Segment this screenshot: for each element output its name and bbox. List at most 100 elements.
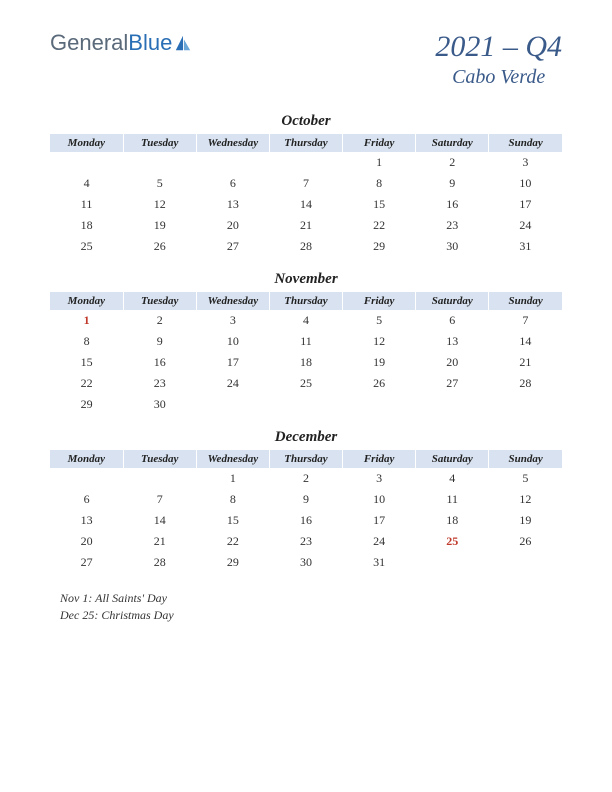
table-row: 18192021222324 [50, 215, 562, 236]
logo: GeneralBlue [50, 30, 192, 56]
day-cell: 13 [50, 510, 123, 531]
day-header: Thursday [269, 292, 342, 310]
day-cell [123, 152, 196, 173]
day-cell: 3 [196, 310, 269, 331]
day-cell: 8 [343, 173, 416, 194]
day-header: Friday [343, 134, 416, 152]
day-cell: 14 [489, 331, 562, 352]
day-cell: 12 [489, 489, 562, 510]
day-cell: 4 [269, 310, 342, 331]
day-cell: 5 [343, 310, 416, 331]
month-name: October [50, 113, 562, 130]
day-cell: 5 [123, 173, 196, 194]
table-row: 891011121314 [50, 331, 562, 352]
day-header: Sunday [489, 450, 562, 468]
logo-sail-icon [174, 34, 192, 52]
day-cell: 29 [343, 236, 416, 257]
day-cell: 23 [269, 531, 342, 552]
day-cell: 28 [123, 552, 196, 573]
day-cell: 12 [343, 331, 416, 352]
day-cell: 22 [196, 531, 269, 552]
day-cell: 25 [269, 373, 342, 394]
day-cell: 3 [343, 468, 416, 489]
month-november: NovemberMondayTuesdayWednesdayThursdayFr… [50, 271, 562, 415]
day-cell: 20 [196, 215, 269, 236]
day-cell: 17 [196, 352, 269, 373]
day-cell: 26 [123, 236, 196, 257]
day-cell [343, 394, 416, 415]
day-cell: 26 [343, 373, 416, 394]
day-cell: 15 [196, 510, 269, 531]
table-row: 25262728293031 [50, 236, 562, 257]
day-cell: 6 [50, 489, 123, 510]
day-cell: 8 [196, 489, 269, 510]
day-cell: 7 [489, 310, 562, 331]
day-cell: 16 [416, 194, 489, 215]
day-cell: 27 [416, 373, 489, 394]
calendar-table: MondayTuesdayWednesdayThursdayFridaySatu… [50, 292, 562, 415]
day-cell: 22 [343, 215, 416, 236]
day-cell: 2 [123, 310, 196, 331]
day-cell: 1 [343, 152, 416, 173]
day-cell [416, 552, 489, 573]
day-cell [123, 468, 196, 489]
day-cell: 26 [489, 531, 562, 552]
table-row: 20212223242526 [50, 531, 562, 552]
header: GeneralBlue 2021 – Q4 Cabo Verde [0, 0, 612, 99]
day-header: Friday [343, 292, 416, 310]
day-cell: 7 [123, 489, 196, 510]
month-december: December MondayTuesdayWednesdayThursdayFr… [50, 429, 562, 573]
day-cell: 27 [196, 236, 269, 257]
day-cell [50, 152, 123, 173]
day-cell [269, 152, 342, 173]
day-cell: 2 [416, 152, 489, 173]
day-header: Wednesday [196, 450, 269, 468]
day-header: Sunday [489, 134, 562, 152]
calendar-table: MondayTuesdayWednesdayThursdayFridaySatu… [50, 450, 562, 573]
table-row: 6789101112 [50, 489, 562, 510]
table-row: 123 [50, 152, 562, 173]
day-cell: 3 [489, 152, 562, 173]
holiday-note: Nov 1: All Saints' Day [60, 591, 552, 606]
holiday-notes: Nov 1: All Saints' DayDec 25: Christmas … [0, 573, 612, 643]
day-cell: 21 [123, 531, 196, 552]
table-row: 13141516171819 [50, 510, 562, 531]
day-header: Thursday [269, 450, 342, 468]
day-cell: 13 [416, 331, 489, 352]
day-cell: 9 [269, 489, 342, 510]
day-cell: 20 [416, 352, 489, 373]
day-cell [269, 394, 342, 415]
day-header: Wednesday [196, 134, 269, 152]
day-header: Monday [50, 450, 123, 468]
day-cell [196, 394, 269, 415]
day-cell: 18 [50, 215, 123, 236]
day-cell: 20 [50, 531, 123, 552]
day-cell: 5 [489, 468, 562, 489]
table-row: 15161718192021 [50, 352, 562, 373]
month-name: December [50, 429, 562, 446]
day-cell: 22 [50, 373, 123, 394]
day-cell: 10 [343, 489, 416, 510]
table-row: 22232425262728 [50, 373, 562, 394]
day-cell: 9 [123, 331, 196, 352]
day-cell [50, 468, 123, 489]
day-header: Saturday [416, 134, 489, 152]
day-cell: 15 [343, 194, 416, 215]
day-cell: 1 [50, 310, 123, 331]
day-cell: 2 [269, 468, 342, 489]
day-cell: 19 [123, 215, 196, 236]
logo-text-2: Blue [128, 30, 172, 56]
day-cell: 16 [269, 510, 342, 531]
day-cell: 21 [489, 352, 562, 373]
day-header: Monday [50, 292, 123, 310]
day-cell: 14 [269, 194, 342, 215]
day-cell: 24 [196, 373, 269, 394]
day-cell [196, 152, 269, 173]
day-cell: 29 [50, 394, 123, 415]
day-header: Tuesday [123, 134, 196, 152]
day-cell: 24 [343, 531, 416, 552]
day-cell: 19 [343, 352, 416, 373]
day-cell: 15 [50, 352, 123, 373]
table-row: 11121314151617 [50, 194, 562, 215]
table-row: 45678910 [50, 173, 562, 194]
